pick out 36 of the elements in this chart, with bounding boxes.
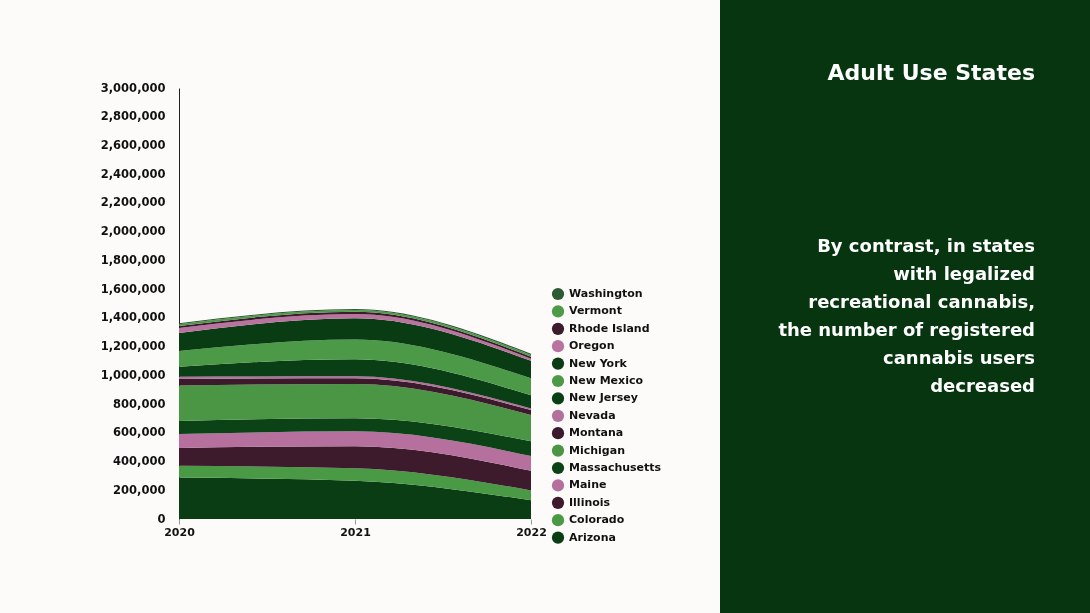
- y-tick-label: 1,000,000: [100, 367, 166, 382]
- y-tick-label: 1,600,000: [100, 281, 166, 296]
- y-tick-label: 2,400,000: [100, 166, 166, 181]
- legend-label: Nevada: [569, 408, 616, 422]
- legend-label: Vermont: [569, 304, 622, 318]
- legend-label: Massachusetts: [569, 461, 662, 474]
- legend-label: Maine: [569, 478, 607, 492]
- legend-label: Michigan: [569, 443, 625, 457]
- y-tick-label: 2,000,000: [100, 224, 166, 239]
- y-tick-label: 400,000: [113, 454, 166, 469]
- legend-label: New Mexico: [569, 374, 644, 387]
- y-tick-label: 3,000,000: [100, 80, 166, 95]
- y-tick-label: 600,000: [113, 425, 166, 440]
- x-tick-label: 2020: [164, 525, 196, 539]
- y-tick-label: 2,800,000: [100, 109, 166, 124]
- x-tick-label: 2021: [340, 525, 371, 539]
- y-tick-label: 2,200,000: [100, 195, 166, 210]
- legend-label: New Jersey: [569, 391, 638, 405]
- y-tick-label: 1,800,000: [100, 252, 166, 267]
- y-tick-label: 1,200,000: [100, 339, 166, 354]
- y-tick-label: 200,000: [113, 482, 166, 497]
- y-tick-label: 2,600,000: [100, 137, 166, 152]
- legend-label: Arizona: [569, 530, 616, 544]
- text: By contrast, in states with legalized recreational cannabis, the number of registered cannabis users decreased: [777, 234, 1035, 398]
- legend-label: Washington: [569, 287, 643, 300]
- legend-label: Rhode Island: [569, 321, 650, 335]
- legend-label: Oregon: [569, 339, 615, 353]
- legend-label: New York: [569, 356, 628, 370]
- x-tick-label: 2022: [516, 525, 547, 539]
- legend-label: Illinois: [569, 495, 611, 509]
- text: Adult Use States: [827, 60, 1035, 85]
- y-tick-label: 800,000: [113, 396, 166, 411]
- y-tick-label: 0: [157, 511, 166, 526]
- y-tick-label: 1,400,000: [100, 310, 166, 325]
- legend-label: Montana: [569, 426, 624, 440]
- legend-label: Colorado: [569, 513, 625, 527]
